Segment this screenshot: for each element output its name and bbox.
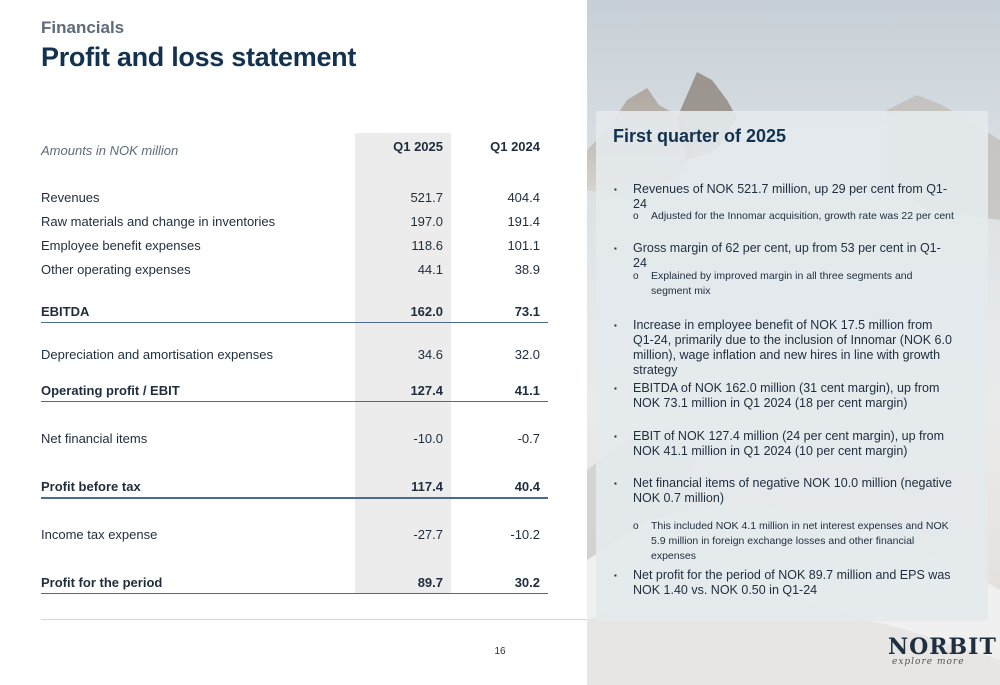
bullet-marker: ▪	[614, 321, 617, 330]
table-row: Depreciation and amortisation expenses 3…	[41, 347, 548, 367]
summary-panel	[596, 111, 988, 621]
summary-sub-bullet: o Adjusted for the Innomar acquisition, …	[633, 209, 955, 224]
sub-bullet-marker: o	[633, 521, 639, 532]
summary-bullet: ▪ Increase in employee benefit of NOK 17…	[614, 318, 954, 378]
row-divider	[41, 593, 548, 594]
table-row-profit-before-tax: Profit before tax 117.4 40.4	[41, 479, 548, 499]
value-q1-2024: 404.4	[507, 190, 540, 205]
bullet-text: Increase in employee benefit of NOK 17.5…	[633, 318, 952, 377]
row-label: Depreciation and amortisation expenses	[41, 347, 273, 362]
summary-sub-bullet: o This included NOK 4.1 million in net i…	[633, 519, 955, 564]
value-q1-2025: 117.4	[411, 479, 443, 494]
row-divider	[41, 401, 548, 402]
value-q1-2025: -27.7	[413, 527, 443, 542]
value-q1-2025: 127.4	[410, 383, 443, 398]
value-q1-2024: 191.4	[507, 214, 540, 229]
bullet-marker: ▪	[614, 244, 617, 253]
table-row-profit-for-period: Profit for the period 89.7 30.2	[41, 575, 548, 595]
column-header-q1-2024: Q1 2024	[490, 139, 540, 154]
row-label: Operating profit / EBIT	[41, 383, 180, 398]
left-content	[0, 0, 587, 685]
logo-tagline: explore more	[892, 657, 965, 667]
bullet-text: Net financial items of negative NOK 10.0…	[633, 476, 952, 505]
bullet-marker: ▪	[614, 384, 617, 393]
value-q1-2025: 34.6	[417, 347, 443, 362]
value-q1-2024: 73.1	[514, 304, 540, 319]
value-q1-2024: 30.2	[514, 575, 540, 590]
row-label: Other operating expenses	[41, 262, 191, 277]
row-divider	[41, 322, 548, 323]
sub-bullet-text: Adjusted for the Innomar acquisition, gr…	[651, 210, 954, 222]
bullet-text: Revenues of NOK 521.7 million, up 29 per…	[633, 182, 948, 211]
bullet-marker: ▪	[614, 185, 617, 194]
value-q1-2025: -10.0	[413, 431, 443, 446]
value-q1-2025: 44.1	[417, 262, 443, 277]
sub-bullet-marker: o	[633, 211, 639, 222]
bullet-text: EBIT of NOK 127.4 million (24 per cent m…	[633, 429, 945, 458]
units-label: Amounts in NOK million	[41, 143, 179, 158]
column-header-q1-2025: Q1 2025	[393, 139, 443, 154]
summary-bullet: ▪ Gross margin of 62 per cent, up from 5…	[614, 241, 954, 271]
row-label: EBITDA	[41, 304, 90, 319]
row-label: Income tax expense	[41, 527, 158, 542]
value-q1-2025: 521.7	[410, 190, 443, 205]
table-row-ebit: Operating profit / EBIT 127.4 41.1	[41, 383, 548, 403]
row-label: Profit before tax	[41, 479, 141, 494]
value-q1-2025: 197.0	[410, 214, 443, 229]
bullet-marker: ▪	[614, 571, 617, 580]
sub-bullet-text: Explained by improved margin in all thre…	[651, 270, 913, 297]
row-label: Profit for the period	[41, 575, 163, 590]
value-q1-2024: 101.1	[507, 238, 540, 253]
table-row: Raw materials and change in inventories …	[41, 214, 548, 234]
summary-bullet: ▪ Net profit for the period of NOK 89.7 …	[614, 568, 954, 598]
bullet-text: Net profit for the period of NOK 89.7 mi…	[633, 568, 951, 597]
bullet-marker: ▪	[614, 432, 617, 441]
row-divider	[41, 497, 548, 499]
norbit-logo: NORBIT	[888, 634, 997, 660]
bullet-text: Gross margin of 62 per cent, up from 53 …	[633, 241, 941, 270]
value-q1-2024: -0.7	[517, 431, 540, 446]
table-row: Employee benefit expenses 118.6 101.1	[41, 238, 548, 258]
value-q1-2024: 32.0	[514, 347, 540, 362]
page-title: Profit and loss statement	[41, 42, 357, 72]
table-row-ebitda: EBITDA 162.0 73.1	[41, 304, 548, 324]
bullet-text: EBITDA of NOK 162.0 million (31 cent mar…	[633, 381, 940, 410]
highlight-column	[355, 133, 451, 594]
summary-bullet: ▪ Revenues of NOK 521.7 million, up 29 p…	[614, 182, 954, 212]
value-q1-2024: -10.2	[510, 527, 540, 542]
row-label: Net financial items	[41, 431, 148, 446]
summary-bullet: ▪ EBIT of NOK 127.4 million (24 per cent…	[614, 429, 954, 459]
section-kicker: Financials	[41, 18, 125, 37]
bullet-marker: ▪	[614, 479, 617, 488]
summary-panel-title: First quarter of 2025	[613, 126, 787, 146]
value-q1-2025: 89.7	[417, 575, 443, 590]
row-label: Revenues	[41, 190, 100, 205]
value-q1-2024: 41.1	[514, 383, 540, 398]
page-number: 16	[494, 646, 506, 657]
summary-sub-bullet: o Explained by improved margin in all th…	[633, 269, 955, 299]
value-q1-2025: 118.6	[411, 238, 443, 253]
table-row: Revenues 521.7 404.4	[41, 190, 548, 210]
value-q1-2025: 162.0	[410, 304, 443, 319]
table-row: Other operating expenses 44.1 38.9	[41, 262, 548, 282]
table-row: Income tax expense -27.7 -10.2	[41, 527, 548, 547]
row-label: Raw materials and change in inventories	[41, 214, 276, 229]
summary-bullet: ▪ Net financial items of negative NOK 10…	[614, 476, 954, 506]
value-q1-2024: 38.9	[514, 262, 540, 277]
value-q1-2024: 40.4	[514, 479, 540, 494]
row-label: Employee benefit expenses	[41, 238, 201, 253]
footer-divider	[41, 619, 587, 620]
sub-bullet-marker: o	[633, 271, 639, 282]
summary-bullet: ▪ EBITDA of NOK 162.0 million (31 cent m…	[614, 381, 954, 411]
sub-bullet-text: This included NOK 4.1 million in net int…	[651, 520, 949, 562]
table-row: Net financial items -10.0 -0.7	[41, 431, 548, 451]
